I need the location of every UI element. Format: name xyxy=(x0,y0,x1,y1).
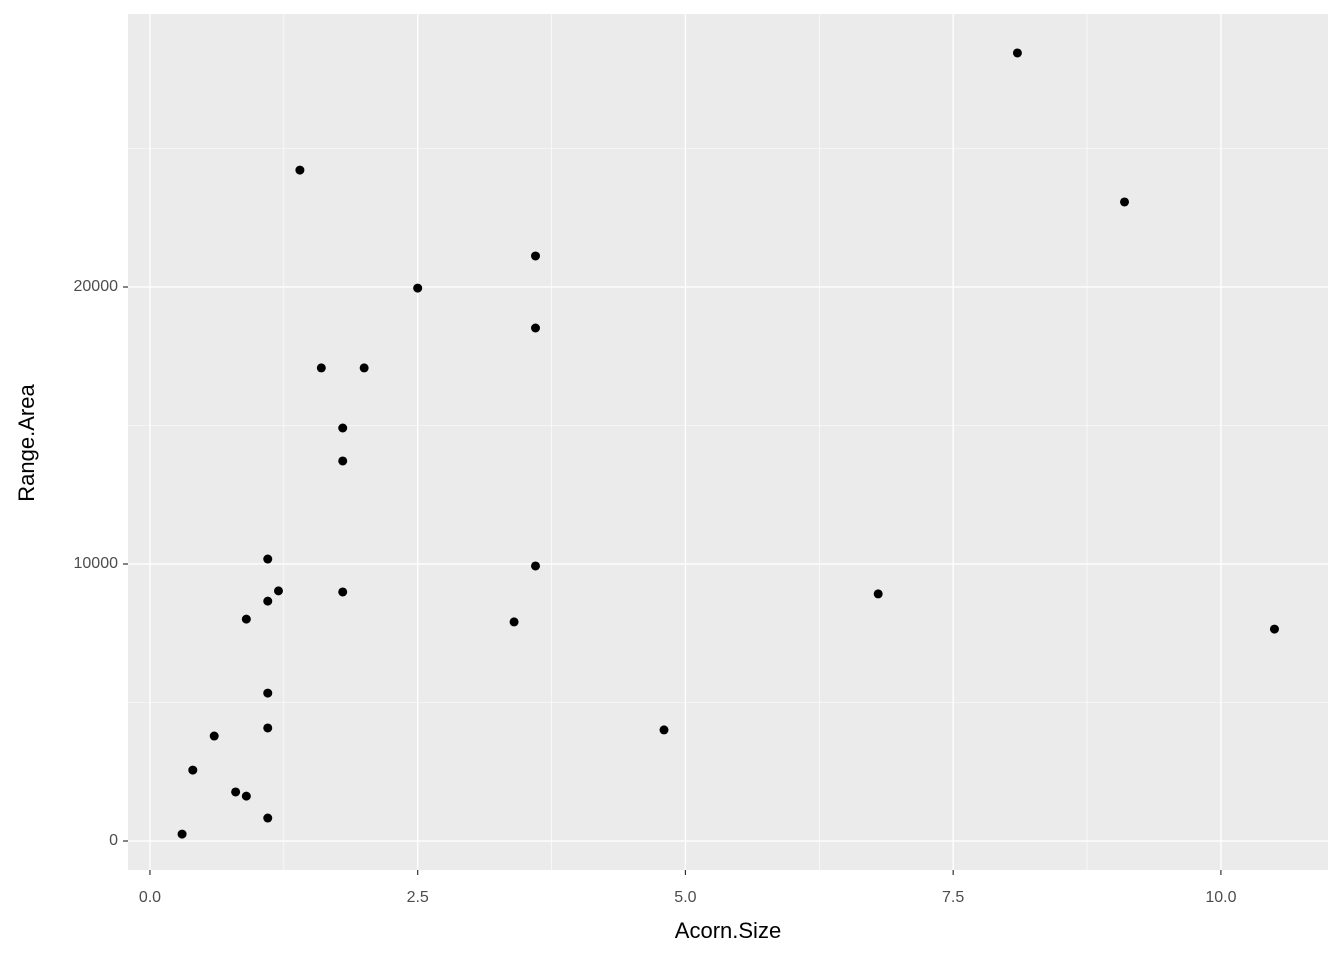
point xyxy=(1012,48,1022,58)
point xyxy=(338,587,348,597)
x-axis-title: Acorn.Size xyxy=(675,918,781,943)
point xyxy=(1269,624,1279,634)
x-tick-label: 10.0 xyxy=(1205,889,1236,906)
point xyxy=(530,561,540,571)
point xyxy=(530,251,540,261)
x-tick-label: 7.5 xyxy=(942,889,964,906)
y-tick-label: 20000 xyxy=(74,278,119,295)
point xyxy=(209,731,219,741)
x-tick-label: 0.0 xyxy=(139,889,161,906)
y-tick-label: 10000 xyxy=(74,555,119,572)
point xyxy=(659,725,669,735)
point xyxy=(338,423,348,433)
point xyxy=(316,363,326,373)
y-axis-title: Range.Area xyxy=(14,384,39,502)
x-tick-label: 5.0 xyxy=(674,889,696,906)
point xyxy=(177,829,187,839)
point xyxy=(1120,197,1130,207)
point xyxy=(338,456,348,466)
panel xyxy=(128,14,1328,870)
point xyxy=(241,791,251,801)
point xyxy=(263,596,273,606)
point xyxy=(873,589,883,599)
point xyxy=(413,283,423,293)
point xyxy=(295,165,305,175)
point xyxy=(263,554,273,564)
point xyxy=(273,586,283,596)
marks xyxy=(177,48,1279,839)
point xyxy=(263,723,273,733)
point xyxy=(509,617,519,627)
point xyxy=(231,787,241,797)
point xyxy=(241,614,251,624)
point xyxy=(188,765,198,775)
y-tick-label: 0 xyxy=(109,832,118,849)
point xyxy=(263,813,273,823)
x-tick-label: 2.5 xyxy=(407,889,429,906)
point xyxy=(359,363,369,373)
grid xyxy=(128,14,1328,870)
point xyxy=(263,688,273,698)
point xyxy=(530,323,540,333)
